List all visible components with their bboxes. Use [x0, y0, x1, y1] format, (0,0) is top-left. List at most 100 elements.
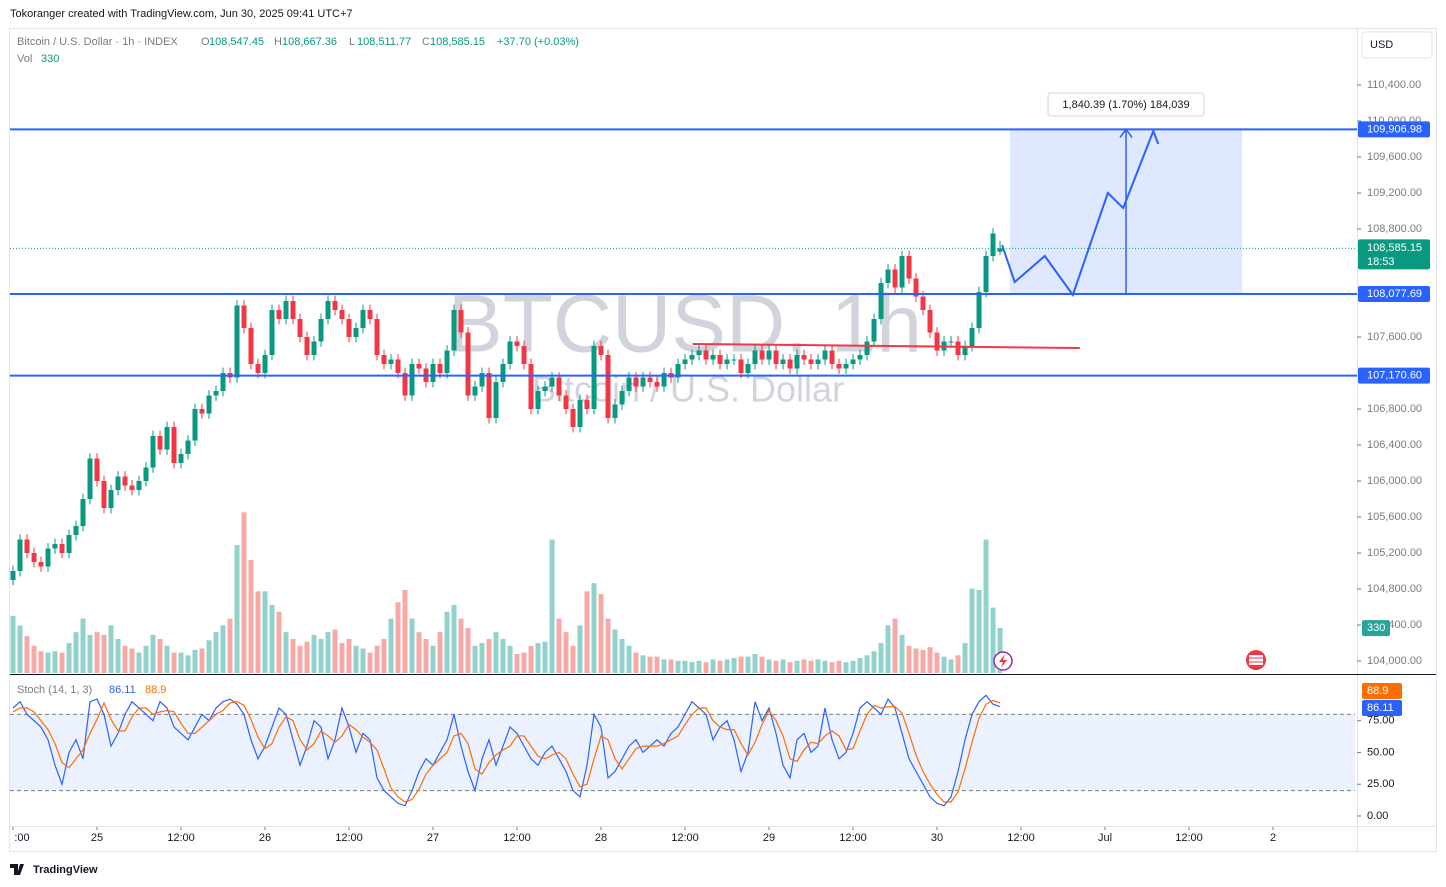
price-tick-label: 106,400.00 — [1367, 439, 1422, 451]
currency-button[interactable] — [1361, 31, 1433, 59]
volume-bar — [710, 659, 716, 673]
volume-bar — [269, 604, 275, 673]
volume-bar — [430, 645, 436, 673]
candle-body — [934, 332, 940, 351]
candle-body — [465, 332, 471, 396]
volume-bar — [241, 512, 247, 673]
volume-bar — [164, 645, 170, 673]
volume-bar — [570, 645, 576, 673]
price-tick-label: 104,800.00 — [1367, 583, 1422, 595]
candle-body — [598, 346, 604, 356]
layer-candles — [10, 228, 1003, 586]
volume-bar — [325, 632, 331, 673]
volume-bar — [829, 662, 835, 673]
candle-body — [45, 548, 51, 567]
volume-bar — [822, 660, 828, 673]
candle-body — [17, 539, 23, 572]
candle-body — [332, 301, 338, 311]
candle-body — [220, 373, 226, 392]
volume-bar — [381, 638, 387, 673]
volume-value-label: 330 — [1367, 622, 1385, 634]
candle-body — [395, 359, 401, 374]
measure-arrowhead — [1119, 128, 1133, 138]
volume-bar — [591, 583, 597, 673]
candle-body — [829, 350, 835, 365]
candle-body — [430, 364, 436, 383]
volume-bar — [969, 588, 975, 673]
price-tick-label: 106,000.00 — [1367, 475, 1422, 487]
volume-bar — [549, 539, 555, 673]
volume-bar — [108, 625, 114, 673]
volume-bar — [766, 659, 772, 673]
time-tick-label: 28 — [595, 832, 607, 844]
candle-body — [122, 476, 128, 486]
volume-bar — [794, 660, 800, 673]
volume-bar — [311, 634, 317, 673]
candle-body — [514, 341, 520, 347]
volume-bar — [563, 632, 569, 673]
event-flag[interactable] — [1246, 650, 1266, 670]
volume-bar — [486, 638, 492, 673]
volume-bar — [31, 645, 37, 673]
alert-bolt[interactable] — [999, 654, 1007, 668]
volume-bar — [906, 645, 912, 673]
volume-bar — [997, 628, 1003, 673]
volume-bar — [290, 638, 296, 673]
candle-body — [843, 364, 849, 369]
countdown: 18:53 — [1367, 256, 1395, 268]
candle-body — [213, 391, 219, 396]
time-tick-label: 12:00 — [1007, 832, 1035, 844]
volume-bar — [689, 662, 695, 673]
time-tick-label: 12:00 — [839, 832, 867, 844]
candle-body — [444, 350, 450, 374]
candle-body — [248, 328, 254, 365]
candle-body — [346, 319, 352, 338]
alert-icon[interactable] — [993, 651, 1013, 671]
candle-body — [101, 481, 107, 509]
candle-body — [388, 359, 394, 365]
volume-bar — [773, 660, 779, 673]
candle-body — [675, 364, 681, 378]
volume-bar — [304, 641, 310, 673]
volume-bar — [612, 629, 618, 673]
volume-bar — [528, 645, 534, 673]
volume-bar — [542, 641, 548, 673]
volume-bar — [234, 545, 240, 673]
price-tick-label: 110,400.00 — [1367, 79, 1421, 91]
footer-brand[interactable]: TradingView — [33, 864, 98, 876]
legend-o-label: O — [201, 36, 210, 48]
volume-bar — [437, 632, 443, 673]
volume-bar — [24, 636, 30, 673]
candle-body — [983, 256, 989, 293]
candle-body — [990, 233, 996, 257]
candle-body — [381, 355, 387, 365]
stoch-tick-label: 75.00 — [1367, 715, 1395, 727]
volume-bar — [626, 645, 632, 673]
flag-body[interactable] — [1249, 655, 1263, 665]
volume-bar — [731, 658, 737, 673]
candle-body — [794, 355, 800, 369]
volume-bar — [759, 656, 765, 673]
candle-body — [640, 377, 646, 387]
candle-body — [773, 350, 779, 365]
candle-body — [864, 341, 870, 356]
candle-body — [920, 296, 926, 311]
candle-body — [311, 341, 317, 356]
footer-logo[interactable] — [10, 864, 24, 875]
candle-body — [10, 571, 16, 581]
candle-body — [836, 364, 842, 369]
stoch-tick-label: 25.00 — [1367, 778, 1395, 790]
volume-bar — [535, 643, 541, 673]
volume-bar — [605, 618, 611, 673]
candle-body — [976, 292, 982, 329]
volume-bar — [346, 638, 352, 673]
candle-body — [808, 359, 814, 365]
time-tick-label: 12:00 — [335, 832, 363, 844]
volume-bar — [808, 660, 814, 673]
currency[interactable]: USD — [1370, 39, 1393, 51]
volume-bar — [374, 645, 380, 673]
volume-bar — [353, 645, 359, 673]
logo-mark[interactable] — [10, 864, 24, 875]
projection — [1001, 128, 1160, 298]
